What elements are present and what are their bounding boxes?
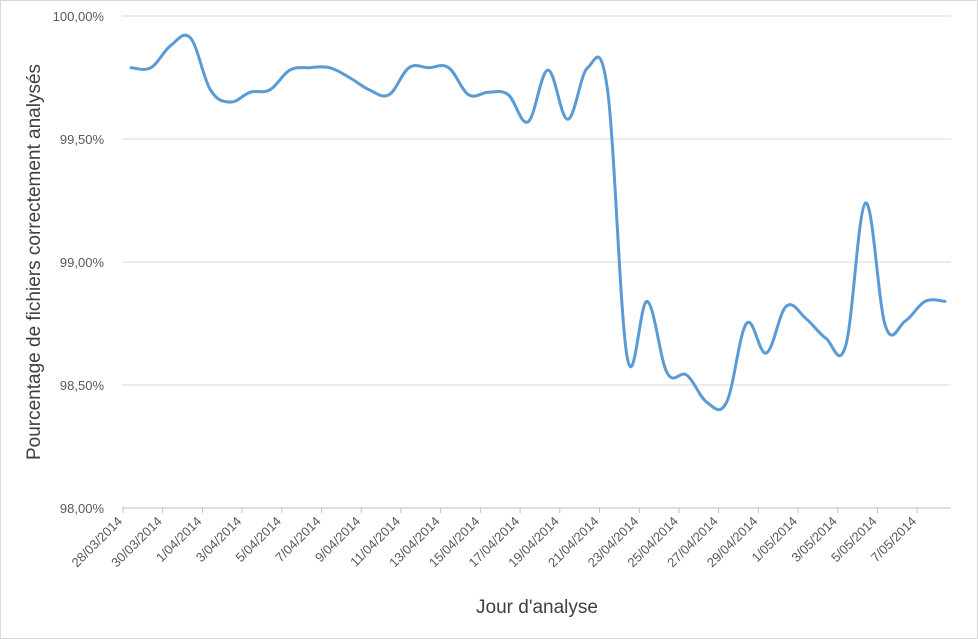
y-axis-tick-labels: 98,00% 98,50% 99,00% 99,50% 100,00% bbox=[53, 9, 105, 516]
y-tick-label: 99,50% bbox=[60, 132, 105, 147]
x-axis-tick-labels: 28/03/201430/03/20141/04/20143/04/20145/… bbox=[68, 514, 919, 571]
y-tick-label: 98,50% bbox=[60, 378, 105, 393]
series-line bbox=[129, 33, 947, 412]
gridlines bbox=[122, 15, 951, 386]
y-tick-label: 100,00% bbox=[53, 9, 105, 24]
y-axis-title: Pourcentage de fichiers correctement ana… bbox=[24, 64, 45, 460]
y-tick-label: 98,00% bbox=[60, 501, 105, 516]
x-axis-title: Jour d'analyse bbox=[476, 597, 598, 618]
y-tick-label: 99,00% bbox=[60, 255, 105, 270]
x-axis-tick-marks bbox=[122, 508, 918, 513]
